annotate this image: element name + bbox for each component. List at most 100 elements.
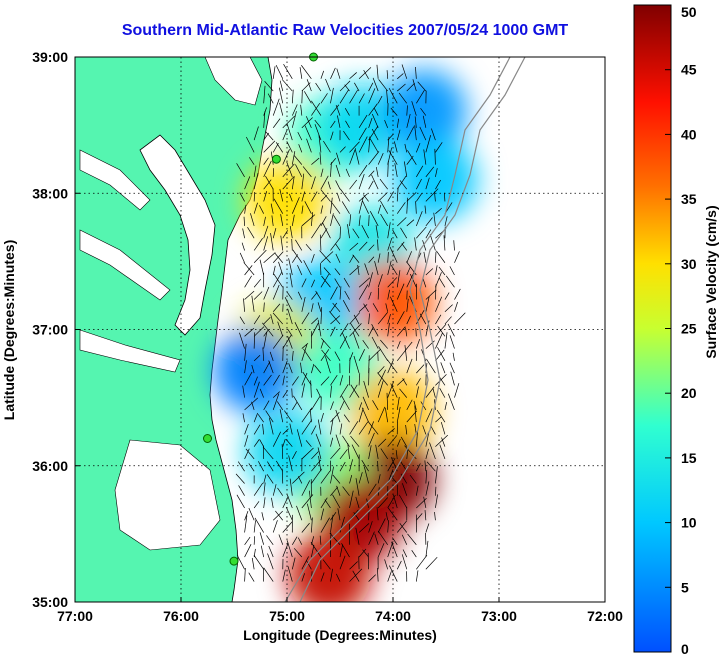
velocity-arrow [244, 448, 250, 460]
velocity-arrow [339, 544, 343, 558]
velocity-arrow [339, 555, 346, 570]
velocity-arrow [349, 352, 354, 361]
velocity-arrow [435, 208, 442, 214]
velocity-arrow [350, 384, 360, 398]
velocity-arrow [236, 494, 245, 509]
velocity-arrow [411, 550, 417, 558]
velocity-arrow [414, 125, 417, 141]
velocity-arrow [393, 141, 398, 153]
velocity-arrow [305, 116, 312, 128]
velocity-arrow [386, 89, 389, 104]
velocity-arrow [244, 544, 252, 558]
velocity-arrow [330, 158, 337, 165]
velocity-arrow [402, 483, 408, 496]
velocity-arrow [319, 234, 322, 251]
velocity-arrow [358, 114, 368, 129]
velocity-arrow [244, 435, 249, 447]
velocity-arrow [357, 264, 360, 276]
velocity-arrow [263, 374, 272, 386]
velocity-arrow [258, 461, 264, 472]
velocity-arrow [320, 251, 334, 263]
velocity-arrow [291, 104, 298, 116]
velocity-arrow [444, 316, 452, 325]
velocity-arrow [301, 480, 311, 496]
velocity-arrow [345, 120, 350, 129]
velocity-arrow [282, 428, 289, 435]
velocity-arrow [400, 227, 408, 239]
velocity-arrow [311, 176, 316, 190]
velocity-arrow [320, 508, 324, 521]
velocity-arrow [286, 291, 293, 300]
velocity-arrow [335, 180, 341, 190]
velocity-arrow [389, 246, 398, 263]
velocity-arrow [349, 242, 359, 251]
velocity-arrow [358, 93, 365, 104]
velocity-arrow [425, 177, 430, 190]
velocity-arrow [302, 371, 312, 386]
velocity-arrow [292, 401, 298, 411]
velocity-arrow [260, 545, 265, 558]
velocity-arrow [320, 93, 328, 104]
velocity-arrow [321, 337, 331, 349]
velocity-arrow [430, 425, 436, 435]
velocity-arrow [263, 567, 274, 582]
velocity-arrow [317, 302, 322, 312]
velocity-arrow [425, 431, 430, 447]
velocity-arrow [406, 251, 412, 263]
velocity-arrow [436, 409, 446, 423]
velocity-arrow [268, 417, 274, 435]
velocity-arrow [361, 407, 369, 423]
velocity-arrow [444, 304, 453, 313]
velocity-arrow [339, 335, 348, 349]
velocity-arrow [248, 463, 255, 472]
velocity-arrow [297, 291, 303, 300]
velocity-arrow [345, 168, 350, 178]
velocity-arrow [275, 510, 284, 521]
velocity-arrow [263, 302, 265, 312]
velocity-arrow [253, 278, 262, 288]
velocity-arrow [362, 549, 369, 558]
velocity-arrow [387, 428, 395, 435]
velocity-arrow [355, 496, 360, 509]
velocity-arrow [301, 191, 306, 202]
velocity-arrow [321, 349, 331, 362]
velocity-arrow [330, 418, 334, 435]
velocity-arrow [311, 536, 315, 545]
velocity-arrow [347, 224, 350, 239]
inlet [79, 329, 181, 373]
velocity-arrow [378, 346, 388, 362]
velocity-arrow [247, 227, 255, 239]
velocity-arrow [271, 497, 274, 509]
velocity-arrow [375, 166, 379, 177]
velocity-arrow [344, 84, 350, 92]
velocity-arrow [409, 474, 417, 484]
velocity-arrow [332, 494, 341, 509]
velocity-arrow [447, 323, 455, 337]
velocity-arrow [358, 421, 369, 435]
velocity-arrow [279, 80, 284, 92]
velocity-arrow [444, 332, 448, 349]
velocity-arrow [358, 349, 366, 361]
velocity-arrow [396, 311, 405, 325]
velocity-arrow [311, 317, 319, 325]
velocity-arrow [406, 192, 417, 202]
velocity-arrow [272, 98, 280, 116]
velocity-arrow [263, 482, 266, 496]
velocity-arrow [305, 440, 312, 447]
velocity-arrow [406, 315, 411, 325]
velocity-arrow [304, 91, 312, 104]
velocity-arrow [364, 263, 369, 276]
velocity-arrow [324, 499, 331, 509]
velocity-arrow [311, 157, 320, 165]
velocity-arrow [415, 201, 417, 214]
velocity-arrow [311, 396, 321, 411]
velocity-arrow [352, 228, 360, 239]
velocity-arrow [320, 205, 323, 214]
velocity-arrow [267, 461, 274, 472]
velocity-arrow [253, 202, 258, 214]
velocity-arrow [405, 327, 408, 337]
velocity-arrow [435, 374, 447, 386]
velocity-arrow [276, 401, 284, 411]
velocity-cell [393, 137, 478, 222]
x-tick-label: 72:00 [587, 608, 623, 624]
